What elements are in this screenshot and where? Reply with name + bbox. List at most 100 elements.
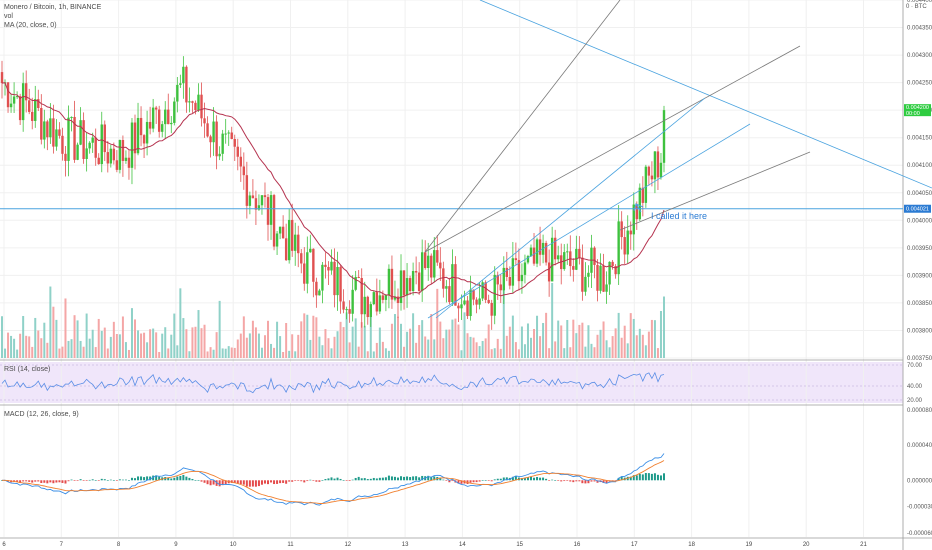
candle-body[interactable] — [445, 286, 448, 289]
candle-body[interactable] — [55, 129, 58, 147]
candle-body[interactable] — [100, 124, 103, 165]
candle-body[interactable] — [67, 117, 70, 161]
candle-body[interactable] — [372, 292, 376, 305]
candle-body[interactable] — [179, 83, 182, 85]
candle-body[interactable] — [496, 274, 499, 285]
candle-body[interactable] — [463, 300, 466, 305]
candle-body[interactable] — [324, 264, 327, 267]
candle-body[interactable] — [557, 255, 560, 260]
candle-body[interactable] — [40, 108, 43, 140]
candle-body[interactable] — [656, 151, 660, 178]
candle-body[interactable] — [97, 157, 100, 165]
candle-body[interactable] — [481, 282, 484, 299]
candle-body[interactable] — [239, 156, 243, 167]
channel-line-lower[interactable] — [619, 151, 811, 231]
candle-body[interactable] — [24, 83, 28, 101]
channel-line-upper[interactable] — [427, 123, 751, 319]
candle-body[interactable] — [602, 265, 605, 292]
candle-body[interactable] — [167, 109, 170, 125]
candle-body[interactable] — [206, 123, 209, 137]
rsi-line[interactable] — [1, 371, 665, 394]
candle-body[interactable] — [393, 296, 397, 300]
candle-body[interactable] — [408, 278, 412, 291]
candle-body[interactable] — [484, 282, 487, 300]
candle-body[interactable] — [587, 272, 590, 277]
candle-body[interactable] — [493, 274, 496, 316]
candle-body[interactable] — [423, 252, 427, 269]
candle-body[interactable] — [466, 300, 469, 317]
candle-body[interactable] — [275, 233, 279, 247]
resistance-trendline[interactable] — [479, 0, 932, 189]
candle-body[interactable] — [390, 268, 394, 300]
candle-body[interactable] — [58, 129, 61, 136]
candle-body[interactable] — [170, 122, 173, 125]
candle-body[interactable] — [70, 116, 73, 118]
candle-body[interactable] — [43, 121, 46, 140]
candle-body[interactable] — [309, 248, 312, 253]
candle-body[interactable] — [427, 255, 430, 269]
candle-body[interactable] — [221, 133, 224, 154]
legend-ma[interactable]: MA (20, close, 0) — [4, 22, 57, 29]
candle-body[interactable] — [121, 140, 125, 161]
candle-body[interactable] — [76, 144, 79, 160]
candle-body[interactable] — [218, 153, 221, 157]
candle-body[interactable] — [635, 204, 638, 220]
candle-body[interactable] — [366, 296, 369, 318]
candle-body[interactable] — [357, 276, 360, 278]
candle-body[interactable] — [360, 277, 363, 315]
candle-body[interactable] — [472, 289, 475, 300]
candle-body[interactable] — [511, 258, 515, 286]
candle-body[interactable] — [251, 195, 255, 199]
candle-body[interactable] — [31, 111, 34, 121]
candle-body[interactable] — [18, 96, 22, 121]
candle-body[interactable] — [593, 247, 596, 265]
candle-body[interactable] — [106, 152, 109, 164]
candle-body[interactable] — [94, 137, 97, 158]
candle-body[interactable] — [550, 237, 554, 282]
legend-vol[interactable]: vol — [4, 13, 13, 20]
candle-body[interactable] — [281, 226, 285, 239]
candle-body[interactable] — [46, 121, 49, 138]
candle-body[interactable] — [64, 153, 67, 161]
candle-body[interactable] — [581, 257, 584, 292]
candle-body[interactable] — [133, 122, 137, 154]
candle-body[interactable] — [659, 162, 663, 178]
candle-body[interactable] — [82, 120, 85, 159]
candle-body[interactable] — [136, 117, 140, 154]
candle-body[interactable] — [0, 72, 4, 84]
candle-body[interactable] — [37, 99, 40, 109]
fan-line-steep[interactable] — [424, 0, 621, 253]
signal-line[interactable] — [2, 460, 665, 504]
candle-body[interactable] — [284, 238, 288, 261]
candle-body[interactable] — [526, 256, 530, 263]
candle-body[interactable] — [342, 301, 345, 310]
candle-body[interactable] — [15, 96, 19, 98]
candle-body[interactable] — [420, 252, 424, 291]
legend-title[interactable]: Monero / Bitcoin, 1h, BINANCE — [4, 4, 102, 11]
candle-body[interactable] — [230, 132, 233, 139]
candle-body[interactable] — [644, 166, 648, 203]
candle-body[interactable] — [209, 136, 212, 143]
candle-body[interactable] — [399, 270, 403, 303]
candle-body[interactable] — [330, 261, 333, 271]
candle-body[interactable] — [88, 142, 91, 149]
channel-line-steep[interactable] — [435, 97, 706, 319]
candle-body[interactable] — [164, 109, 167, 125]
candle-body[interactable] — [647, 166, 651, 176]
candle-body[interactable] — [339, 266, 342, 302]
candle-body[interactable] — [414, 271, 418, 273]
candle-body[interactable] — [145, 121, 149, 144]
candle-body[interactable] — [402, 270, 406, 296]
candle-body[interactable] — [384, 295, 388, 300]
candle-body[interactable] — [629, 230, 632, 235]
candle-body[interactable] — [442, 268, 445, 289]
candle-body[interactable] — [614, 266, 617, 275]
candle-body[interactable] — [532, 247, 536, 264]
candle-body[interactable] — [130, 122, 134, 168]
candle-body[interactable] — [454, 264, 457, 306]
candle-body[interactable] — [605, 284, 608, 292]
candle-body[interactable] — [115, 160, 119, 170]
candle-body[interactable] — [363, 296, 366, 315]
candle-body[interactable] — [475, 299, 478, 305]
